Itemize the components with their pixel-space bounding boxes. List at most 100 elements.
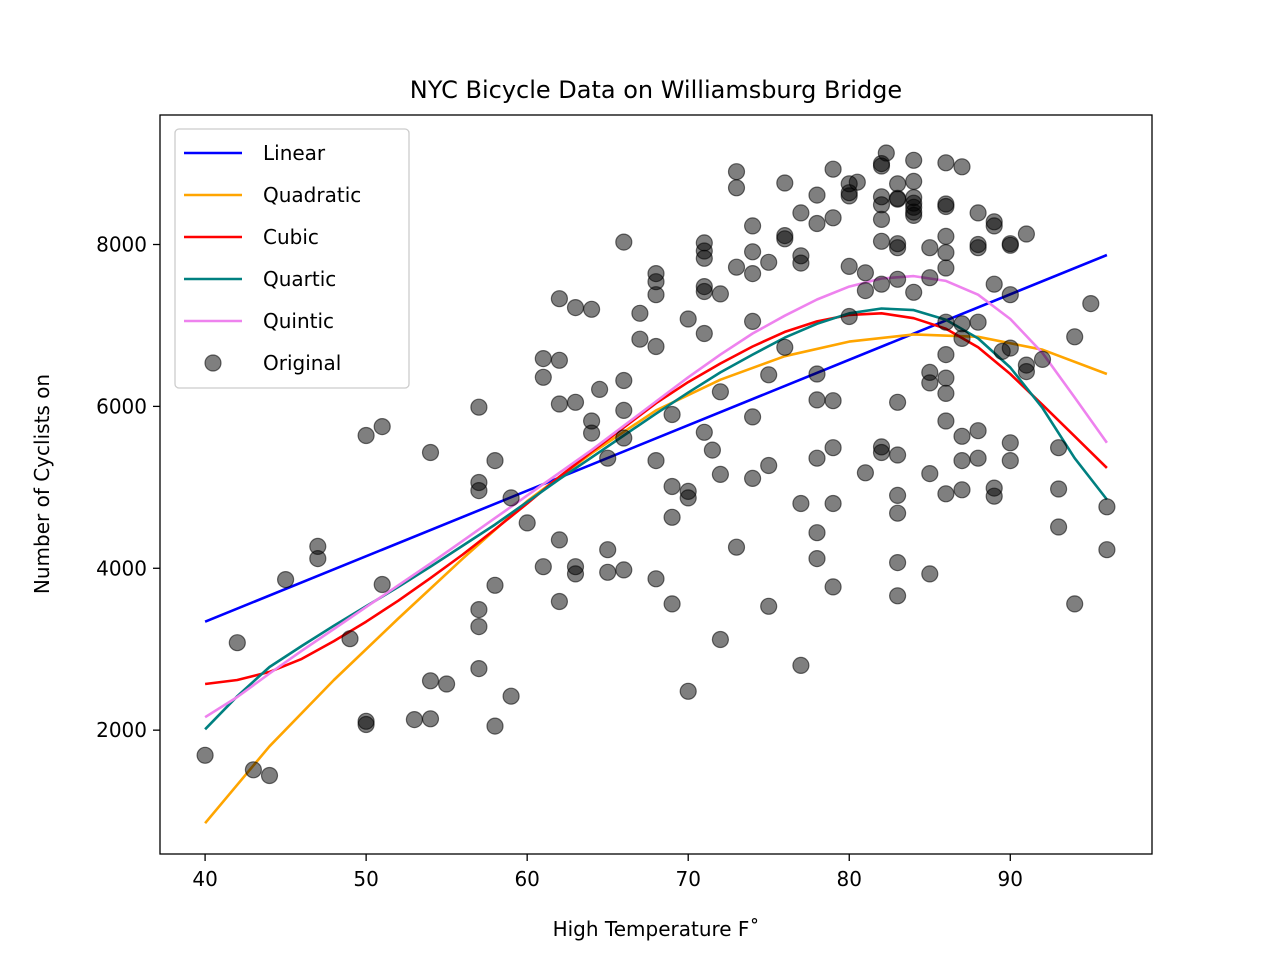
data-point-144 [888,446,907,464]
data-point-103 [792,494,810,513]
data-point-63 [663,477,681,496]
data-point-34 [550,351,569,369]
data-point-11 [373,418,391,436]
legend-box [174,128,410,389]
data-point-89 [743,312,762,330]
data-point-157 [921,239,939,257]
data-point-36 [550,531,569,549]
data-point-20 [470,482,488,500]
data-point-117 [824,578,842,596]
data-point-133 [872,275,891,293]
data-point-115 [824,439,842,457]
y-tick-label-4000: 4000 [96,556,147,580]
x-axis: 40 50 60 70 80 90 [192,854,1023,891]
data-point-81 [711,630,730,649]
data-point-189 [985,275,1003,293]
data-point-184 [969,313,987,331]
y-axis: 2000 4000 6000 8000 [96,233,160,742]
data-point-7 [341,630,359,648]
data-point-90 [743,408,762,426]
data-point-168 [937,259,955,277]
data-point-108 [808,391,826,409]
data-point-14 [421,710,440,728]
data-point-106 [808,214,826,233]
data-point-68 [679,489,697,507]
legend-label-quintic: Quintic [263,309,334,333]
data-point-3 [260,766,279,785]
data-point-38 [566,299,585,317]
data-point-35 [550,395,569,413]
data-point-136 [877,144,895,162]
data-point-145 [888,486,907,504]
data-point-42 [582,300,601,318]
data-point-203 [1049,439,1068,457]
data-point-177 [953,329,971,347]
data-point-39 [566,393,585,411]
data-point-124 [856,264,875,282]
data-point-149 [905,151,923,169]
legend-swatch-original [204,354,222,372]
data-point-207 [1066,595,1084,613]
data-point-53 [615,561,633,579]
fit-lines [204,253,1108,825]
data-point-83 [727,179,746,197]
data-point-79 [711,383,730,401]
scatter-points [196,144,1116,785]
data-point-15 [421,672,440,690]
data-point-155 [905,206,923,224]
data-point-16 [421,443,440,462]
data-point-198 [1001,452,1019,470]
data-point-85 [727,538,746,556]
data-point-165 [937,197,955,216]
data-point-54 [631,304,649,322]
data-point-50 [615,371,633,390]
data-point-52 [615,429,633,447]
data-point-87 [743,243,762,261]
data-point-92 [760,253,778,271]
data-point-135 [872,443,891,462]
data-point-10 [357,715,375,734]
data-point-66 [679,310,697,328]
data-point-142 [888,270,907,288]
data-point-65 [663,595,681,613]
data-point-171 [937,369,955,387]
data-point-76 [695,423,713,441]
data-point-120 [840,187,858,205]
x-axis-label: High Temperature F˚ [553,917,760,941]
data-point-111 [808,549,826,568]
data-point-59 [647,337,665,356]
data-point-202 [1033,350,1052,368]
data-point-126 [856,464,875,482]
linear-fit-line [204,253,1108,623]
data-point-27 [502,489,520,507]
data-point-96 [776,174,794,192]
data-point-21 [470,617,488,636]
data-point-18 [470,398,488,416]
data-point-170 [937,346,955,364]
data-point-162 [921,565,939,583]
data-point-44 [582,424,601,442]
data-point-13 [405,710,423,729]
data-point-166 [937,227,955,245]
data-point-46 [599,449,617,467]
data-point-104 [792,656,810,675]
data-point-206 [1066,328,1084,346]
data-point-147 [888,553,907,572]
data-point-86 [743,217,762,235]
data-point-24 [486,452,504,470]
data-point-28 [502,687,520,705]
data-point-110 [808,524,826,542]
data-point-143 [888,393,907,411]
data-point-156 [905,283,923,301]
data-point-105 [808,186,826,204]
data-point-141 [888,239,907,257]
data-point-130 [872,196,891,214]
data-point-122 [840,307,858,326]
data-point-208 [1082,295,1100,313]
data-point-112 [824,160,842,178]
data-point-23 [470,659,488,678]
data-point-98 [776,230,794,248]
data-point-167 [937,244,955,262]
data-point-4 [277,570,295,589]
data-point-74 [695,282,713,301]
